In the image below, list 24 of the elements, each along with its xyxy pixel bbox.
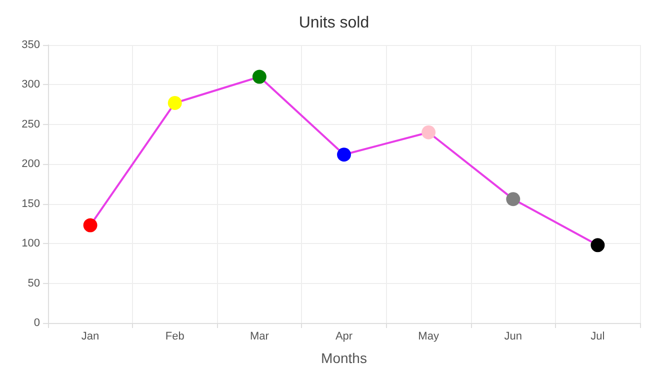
chart-title: Units sold: [298, 14, 370, 32]
x-tick-label: Apr: [335, 330, 353, 342]
x-axis-title: Months: [321, 350, 367, 366]
point: [506, 192, 520, 206]
y-tick-label: 100: [22, 238, 40, 250]
point: [422, 125, 436, 140]
x-tick-label: Jun: [504, 330, 522, 342]
y-tick-label: 0: [34, 317, 40, 329]
y-tick-label: 300: [22, 78, 40, 91]
point: [168, 96, 182, 110]
x-tick-label: Mar: [250, 330, 270, 342]
y-tick-label: 350: [22, 39, 40, 51]
y-tick-label: 250: [22, 118, 40, 130]
y-tick-label: 50: [28, 277, 40, 290]
point: [83, 218, 98, 232]
point: [590, 238, 605, 252]
x-tick-label: May: [418, 330, 440, 342]
y-tick-label: 200: [22, 158, 40, 170]
y-tick-label: 150: [22, 198, 40, 210]
point: [337, 148, 351, 162]
x-tick-label: Feb: [165, 330, 184, 342]
point: [252, 70, 266, 84]
x-tick-label: Jan: [81, 330, 100, 342]
x-tick-label: Jul: [590, 330, 605, 342]
